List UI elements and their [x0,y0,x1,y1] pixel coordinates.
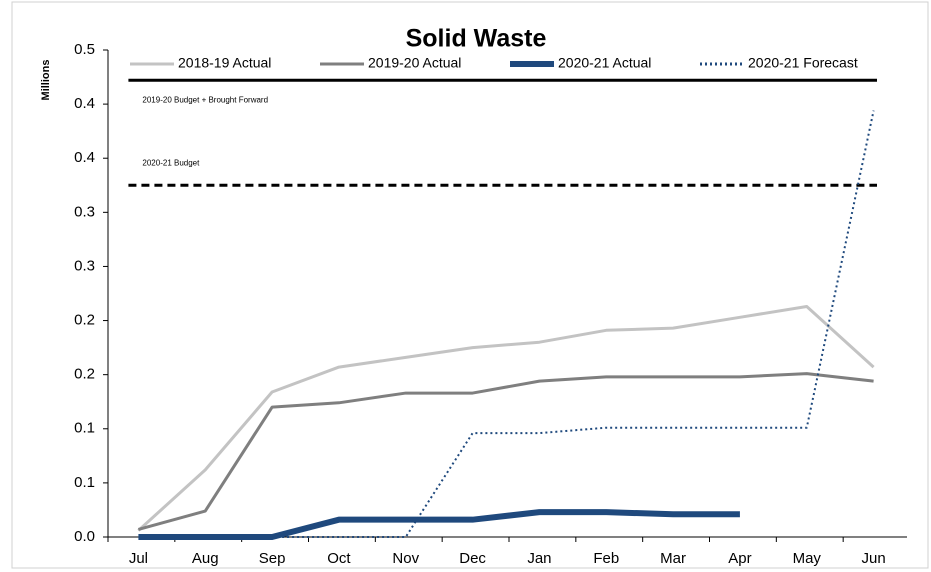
series-line [137,304,875,532]
legend-label: 2020-21 Actual [558,55,651,71]
reference-label: 2019-20 Budget + Brought Forward [142,95,268,104]
legend-label: 2019-20 Actual [368,55,461,71]
y-tick-label: 0.1 [74,474,95,491]
y-tick-label: 0.4 [74,149,95,166]
legend-label: 2020-21 Forecast [748,55,858,71]
x-tick-label: Sep [259,550,286,567]
x-tick-label: Dec [459,550,486,567]
series-line [272,110,875,538]
y-tick-label: 0.2 [74,366,95,383]
x-tick-label: Nov [392,550,419,567]
x-tick-label: Oct [327,550,351,567]
y-tick-label: 0.1 [74,420,95,437]
x-tick-label: Jul [129,550,148,567]
y-tick-label: 0.3 [74,257,95,274]
series-line [138,372,874,531]
series-line [138,509,740,540]
y-tick-label: 0.0 [74,528,95,545]
y-tick-label: 0.3 [74,203,95,220]
y-axis-label: Millions [40,60,52,101]
y-tick-label: 0.2 [74,312,95,329]
y-tick-label: 0.5 [74,41,95,58]
legend-label: 2018-19 Actual [178,55,271,71]
x-tick-label: Mar [660,550,686,567]
x-tick-label: Apr [728,550,751,567]
reference-label: 2020-21 Budget [142,158,200,167]
chart-frame [11,1,929,569]
y-tick-label: 0.4 [74,95,95,112]
x-tick-label: May [793,550,822,567]
chart-title: Solid Waste [406,25,547,53]
x-tick-label: Feb [593,550,619,567]
x-tick-label: Jan [527,550,551,567]
x-tick-label: Jun [861,550,885,567]
x-tick-label: Aug [192,550,219,567]
